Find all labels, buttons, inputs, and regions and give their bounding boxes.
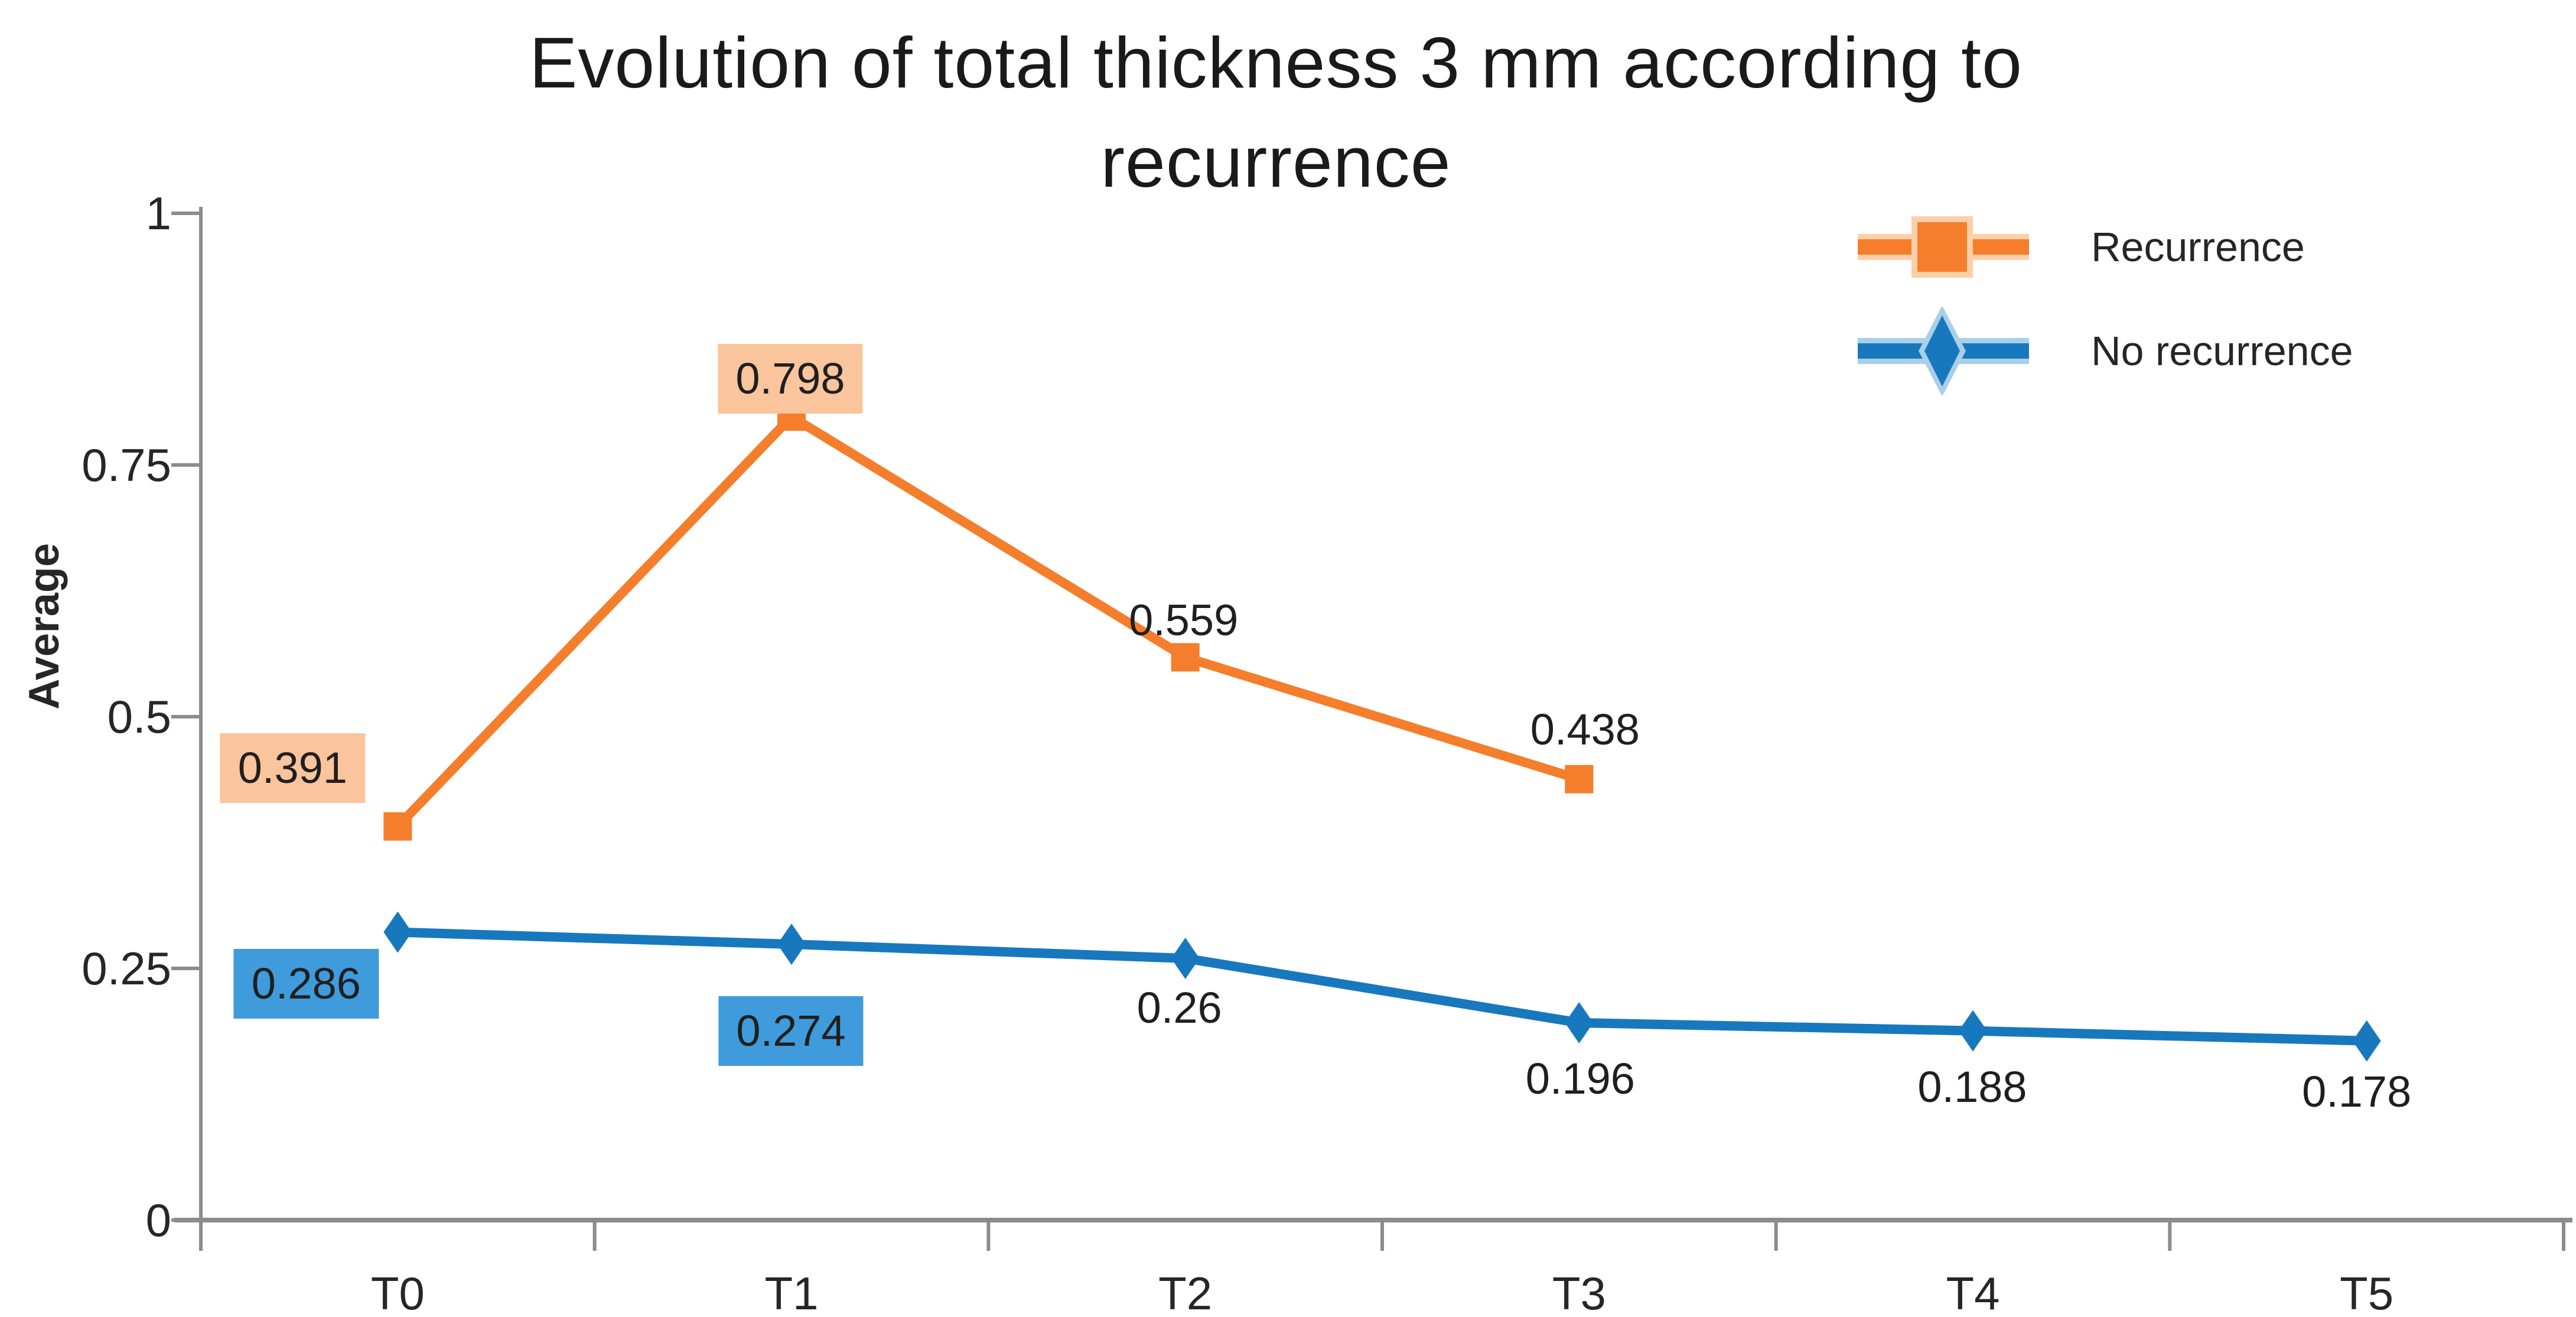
chart-title-line1: Evolution of total thickness 3 mm accord… xyxy=(529,22,2023,103)
no-recurrence-diamond-marker-icon xyxy=(1858,307,2029,395)
data-label: 0.196 xyxy=(1525,1054,1635,1104)
x-category-label: T0 xyxy=(370,1267,425,1317)
data-label: 0.188 xyxy=(1917,1062,2027,1111)
data-label: 0.274 xyxy=(718,996,864,1066)
y-tick-label: 0.5 xyxy=(107,691,171,743)
series-line-0 xyxy=(393,412,1584,831)
diamond-marker-icon xyxy=(1171,937,1200,979)
x-category-label: T2 xyxy=(1158,1267,1213,1317)
y-tick-label: 0.25 xyxy=(82,942,171,994)
data-label: 0.559 xyxy=(1129,596,1239,645)
series-line-1 xyxy=(393,927,2372,1046)
x-category-label: T5 xyxy=(2340,1267,2394,1317)
square-marker-icon xyxy=(1171,643,1200,672)
data-label: 0.286 xyxy=(233,948,379,1019)
legend-label-recurrence: Recurrence xyxy=(2091,224,2305,270)
x-category-label: T3 xyxy=(1552,1267,1606,1317)
diamond-marker-icon xyxy=(383,911,412,953)
legend-label-no-recurrence: No recurrence xyxy=(2091,328,2353,374)
legend-item-no-recurrence: No recurrence xyxy=(1855,299,2353,403)
data-label: 0.438 xyxy=(1530,704,1640,754)
legend: Recurrence No recurrence xyxy=(1855,195,2353,403)
data-label: 0.178 xyxy=(2302,1066,2412,1116)
x-category-label: T4 xyxy=(1946,1267,2000,1317)
diamond-marker-icon xyxy=(1565,1002,1594,1044)
recurrence-square-marker-icon xyxy=(1858,216,2029,278)
x-category-label: T1 xyxy=(764,1267,819,1317)
legend-item-recurrence: Recurrence xyxy=(1855,195,2353,299)
diamond-marker-icon xyxy=(1959,1010,1987,1052)
chart-title: Evolution of total thickness 3 mm accord… xyxy=(0,13,2552,212)
diamond-marker-icon xyxy=(777,923,806,965)
data-label: 0.798 xyxy=(718,344,863,414)
chart-title-line2: recurrence xyxy=(1100,122,1451,202)
data-label: 0.26 xyxy=(1136,983,1222,1032)
data-label: 0.391 xyxy=(220,733,365,803)
y-tick-label: 0 xyxy=(145,1194,171,1246)
square-marker-icon xyxy=(383,812,412,841)
y-tick-label: 1 xyxy=(145,187,171,239)
diamond-marker-icon xyxy=(2352,1020,2381,1062)
y-tick-label: 0.75 xyxy=(82,439,171,491)
square-marker-icon xyxy=(1565,765,1594,794)
